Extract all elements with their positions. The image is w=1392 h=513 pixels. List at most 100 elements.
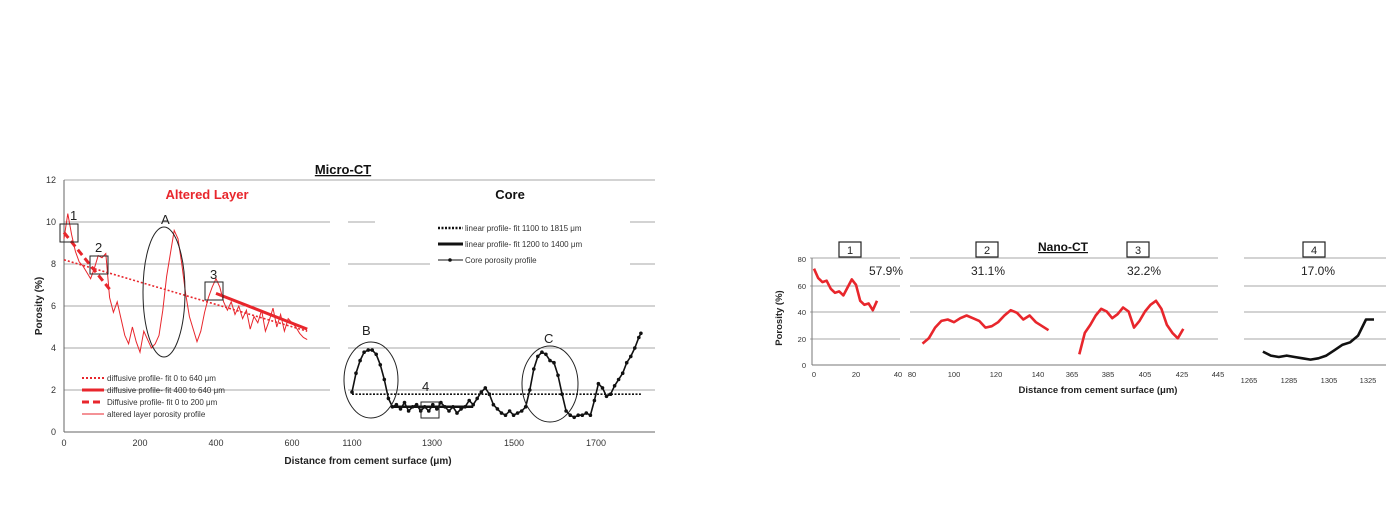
- panel-porosity-value: 32.2%: [1127, 264, 1161, 278]
- core-data-point: [479, 390, 484, 394]
- x-tick-label: 365: [1066, 370, 1079, 379]
- core-title: Core: [495, 187, 525, 202]
- core-data-point: [382, 377, 387, 382]
- altered-porosity-line: [63, 213, 308, 355]
- y-tick-label: 2: [51, 385, 56, 395]
- core-data-point: [596, 381, 601, 386]
- core-data-point: [386, 396, 391, 401]
- nano-ct-title: Nano-CT: [1038, 240, 1089, 254]
- annotation-box-1: [59, 223, 79, 243]
- y-tick-label: 6: [51, 301, 56, 311]
- nano-ct-x-ticks: 0 20 40 80 100 120 140 365 385 405 425 4…: [812, 370, 1376, 385]
- core-data-point: [519, 409, 524, 413]
- y-tick-label: 60: [798, 282, 806, 291]
- x-tick-label: 600: [284, 438, 299, 448]
- x-tick-label: 1325: [1360, 376, 1377, 385]
- core-data-point: [370, 348, 375, 352]
- y-tick-label: 8: [51, 259, 56, 269]
- core-data-point: [592, 398, 597, 403]
- core-data-point: [455, 411, 459, 415]
- core-data-point: [568, 413, 572, 418]
- x-tick-label: 1500: [504, 438, 524, 448]
- altered-layer-title: Altered Layer: [165, 187, 248, 202]
- fit-line-0-200: [62, 231, 111, 291]
- core-data-point: [515, 411, 520, 415]
- panel-label: 1: [847, 245, 853, 257]
- y-tick-label: 80: [798, 255, 806, 264]
- nano-ct-line-1: [812, 268, 879, 312]
- core-data-point: [354, 371, 358, 376]
- core-data-point: [624, 360, 629, 365]
- legend-label: altered layer porosity profile: [107, 410, 206, 419]
- annotation-label: C: [544, 331, 553, 346]
- legend-label: linear profile- fit 1200 to 1400 μm: [465, 240, 582, 249]
- micro-ct-x-axis-label: Distance from cement surface (μm): [284, 456, 451, 467]
- x-tick-label: 120: [990, 370, 1003, 379]
- nano-ct-chart: Nano-CT 0 20 40 60 80 0 20 40: [774, 240, 1386, 396]
- micro-ct-y-axis-label: Porosity (%): [34, 277, 45, 335]
- core-data-point: [511, 413, 516, 418]
- nano-ct-gridlines: [810, 257, 1386, 340]
- annotation-box-3: [204, 281, 224, 301]
- panel-label-box: [1126, 241, 1150, 258]
- core-data-point: [548, 358, 552, 363]
- x-tick-label: 200: [132, 438, 147, 448]
- panel-label: 2: [984, 245, 990, 257]
- y-tick-label: 20: [798, 335, 806, 344]
- x-tick-label: 400: [208, 438, 223, 448]
- core-data-point: [633, 346, 637, 350]
- x-tick-label: 445: [1212, 370, 1225, 379]
- core-data-point: [467, 398, 472, 403]
- core-data-point: [366, 348, 371, 352]
- core-data-point: [639, 331, 643, 336]
- x-tick-label: 40: [894, 370, 902, 379]
- x-tick-label: 1265: [1241, 376, 1258, 385]
- core-data-point: [536, 354, 540, 359]
- core-data-point: [439, 400, 443, 405]
- y-tick-label: 0: [51, 427, 56, 437]
- core-data-point: [532, 367, 536, 371]
- core-data-point: [350, 390, 354, 394]
- core-data-point: [540, 350, 544, 355]
- annotation-label: 4: [422, 379, 429, 394]
- legend-label: Core porosity profile: [465, 256, 537, 265]
- panel-label-box: [975, 241, 999, 258]
- core-data-point: [556, 373, 560, 378]
- core-data-point: [447, 409, 451, 413]
- micro-ct-y-ticks: 0 2 4 6 8 10 12: [46, 175, 56, 437]
- core-data-point: [629, 354, 633, 359]
- x-tick-label: 0: [812, 370, 816, 379]
- core-data-point: [495, 407, 500, 411]
- annotation-label: 3: [210, 267, 217, 282]
- panel-label: 4: [1311, 245, 1317, 257]
- core-data-point: [637, 335, 641, 340]
- core-legend: linear profile- fit 1100 to 1815 μm line…: [438, 224, 582, 265]
- x-tick-label: 100: [948, 370, 961, 379]
- core-data-point: [616, 377, 621, 382]
- core-data-point: [378, 363, 383, 367]
- annotation-ellipse-C: [521, 345, 579, 423]
- core-data-point: [580, 413, 585, 418]
- core-data-point: [564, 409, 568, 413]
- x-tick-label: 20: [852, 370, 860, 379]
- x-tick-label: 385: [1102, 370, 1115, 379]
- x-tick-label: 140: [1032, 370, 1045, 379]
- altered-layer-series: [62, 213, 308, 355]
- panel-label-box: [1302, 241, 1326, 258]
- micro-ct-chart: Micro-CT Altered Layer Core 0 2 4 6: [34, 162, 655, 467]
- panel-porosity-value: 17.0%: [1301, 264, 1335, 278]
- core-data-point: [572, 415, 576, 420]
- core-data-point: [584, 411, 589, 415]
- legend-label: diffusive profile- fit 0 to 640 μm: [107, 374, 216, 383]
- micro-ct-annotation-labels: 1 2 3 A B 4 C: [70, 208, 553, 394]
- y-tick-label: 4: [51, 343, 56, 353]
- core-data-point: [612, 384, 617, 388]
- nano-ct-series: [812, 268, 1374, 361]
- core-data-point: [528, 388, 532, 392]
- core-data-point: [552, 360, 556, 365]
- core-data-point: [608, 392, 613, 397]
- annotation-label: 2: [95, 240, 102, 255]
- core-series: [350, 331, 643, 420]
- annotation-label: A: [161, 212, 170, 227]
- core-data-point: [507, 409, 512, 413]
